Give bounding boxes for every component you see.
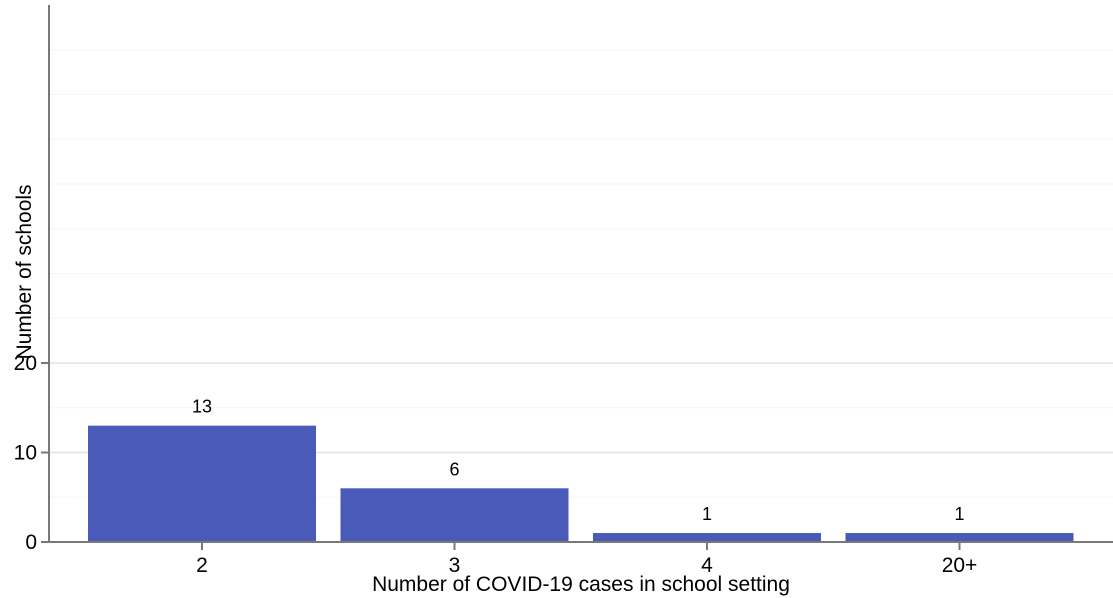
y-axis-title: Number of schools xyxy=(13,184,36,359)
x-axis-ticks xyxy=(201,543,961,550)
x-tick-label: 3 xyxy=(449,554,461,577)
bar-value-label: 1 xyxy=(702,504,712,524)
x-axis-tick-labels: 2 3 4 20+ xyxy=(196,554,977,577)
bar-value-label: 13 xyxy=(192,397,212,417)
bar-series xyxy=(88,425,1074,542)
y-tick-label: 10 xyxy=(14,442,37,465)
y-tick-label: 20 xyxy=(14,352,37,375)
minor-gridlines xyxy=(50,49,1113,498)
x-tick-label: 2 xyxy=(196,554,208,577)
y-tick-label: 0 xyxy=(25,531,37,554)
bar-2 xyxy=(88,425,316,542)
x-tick-label: 20+ xyxy=(942,554,978,577)
bar-20+ xyxy=(845,533,1074,542)
x-tick-label: 4 xyxy=(701,554,713,577)
bar-3 xyxy=(340,488,569,542)
bar-value-labels: 13 6 1 1 xyxy=(192,397,965,524)
x-axis-title: Number of COVID-19 cases in school setti… xyxy=(372,573,790,596)
y-axis-tick-labels: 0 10 20 xyxy=(14,352,37,554)
bar-value-label: 6 xyxy=(449,459,459,479)
bar-value-label: 1 xyxy=(954,504,964,524)
y-axis-ticks xyxy=(41,362,48,543)
bar-4 xyxy=(593,533,821,542)
